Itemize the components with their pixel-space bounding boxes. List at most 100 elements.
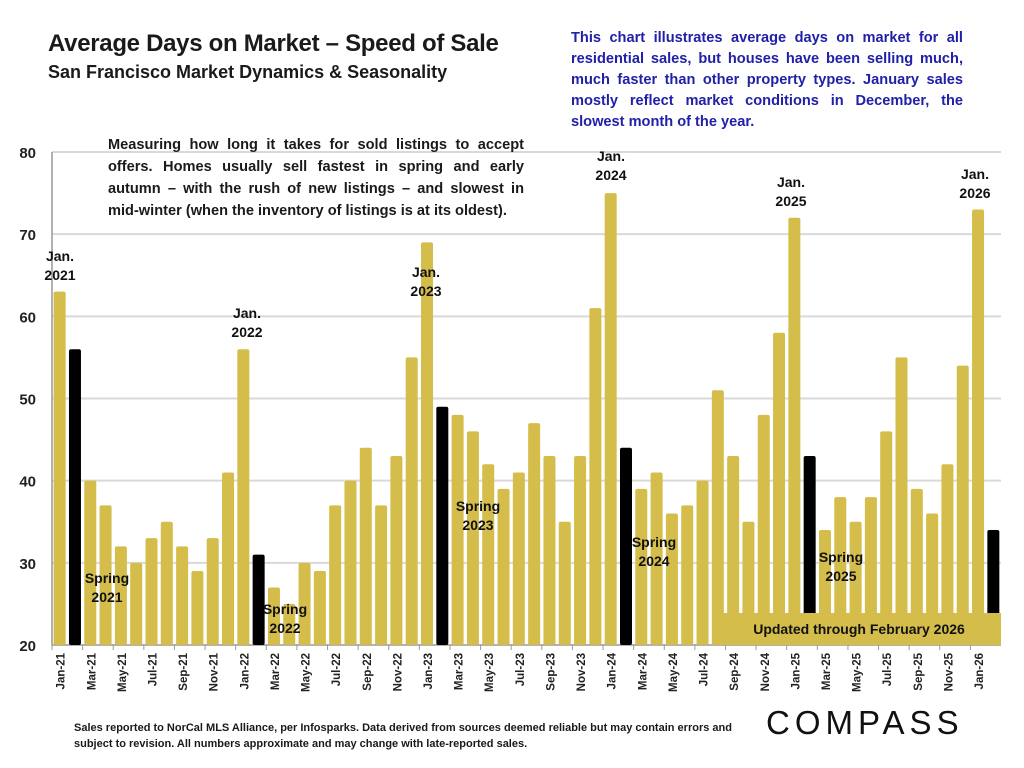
annotation-jan-2025: Jan. 2025: [775, 174, 807, 209]
bar-mar-23: [451, 414, 464, 645]
x-tick-label: Jul-25: [882, 652, 894, 686]
x-tick-label: Jan-26: [974, 653, 986, 689]
bar-feb-22: [252, 554, 265, 645]
annotation-spring-2023: Spring 2023: [455, 498, 501, 533]
bar-apr-21: [99, 505, 112, 645]
bar-may-23: [482, 464, 495, 645]
x-tick-label: Mar-21: [86, 652, 98, 690]
bar-aug-22: [344, 480, 357, 645]
y-tick-label: 70: [19, 227, 36, 244]
x-tick-label: Sep-23: [545, 653, 557, 691]
bar-jan-23: [421, 242, 434, 645]
updated-banner: Updated through February 2026: [717, 613, 1001, 645]
annotation-spring-2021: Spring 2021: [84, 570, 130, 605]
bar-apr-24: [650, 472, 663, 645]
x-tick-label: Jul-23: [515, 653, 527, 686]
bar-feb-24: [619, 447, 632, 645]
explanatory-note: This chart illustrates average days on m…: [571, 30, 963, 130]
bar-aug-24: [711, 390, 724, 645]
x-tick-label: Nov-25: [943, 652, 955, 691]
bar-sep-25: [910, 488, 923, 645]
x-tick-label: Mar-25: [821, 652, 833, 690]
x-tick-label: Jan-24: [607, 652, 619, 689]
bar-sep-22: [359, 447, 372, 645]
bar-oct-25: [926, 513, 939, 645]
x-tick-label: Nov-24: [760, 652, 772, 691]
bar-aug-25: [895, 357, 908, 645]
bar-may-24: [665, 513, 678, 645]
bar-oct-21: [191, 571, 204, 645]
bar-jul-23: [512, 472, 525, 645]
chart-title: Average Days on Market – Speed of Sale: [48, 30, 499, 57]
bar-dec-22: [405, 357, 418, 645]
bar-mar-22: [267, 587, 280, 645]
bar-dec-21: [222, 472, 235, 645]
bar-jan-24: [604, 193, 617, 646]
bar-oct-23: [558, 521, 571, 645]
bar-nov-22: [390, 456, 403, 645]
bar-jul-21: [145, 538, 158, 645]
source-footnote: Sales reported to NorCal MLS Alliance, p…: [74, 722, 732, 750]
x-tick-label: Mar-22: [270, 653, 282, 690]
x-tick-label: Nov-23: [576, 653, 588, 691]
x-tick-label: Nov-22: [392, 653, 404, 691]
annotation-spring-2022: Spring 2022: [262, 601, 308, 636]
bar-jun-23: [497, 488, 510, 645]
x-tick-label: Mar-23: [454, 653, 466, 690]
bar-feb-23: [436, 406, 449, 645]
annotation-jan-2023: Jan. 2023: [410, 264, 442, 299]
bar-jun-22: [313, 571, 326, 645]
bar-apr-23: [466, 431, 479, 645]
bar-aug-21: [160, 521, 173, 645]
annotation-jan-2022: Jan. 2022: [231, 305, 263, 340]
bar-jun-21: [130, 562, 143, 645]
compass-logo: COMPASS: [766, 704, 964, 741]
annotation-jan-2021: Jan. 2021: [44, 248, 76, 283]
x-tick-label: Jul-22: [331, 653, 343, 686]
x-tick-label: Jan-22: [239, 653, 251, 689]
bar-jun-24: [681, 505, 694, 645]
bar-may-22: [298, 562, 311, 645]
y-tick-label: 50: [19, 392, 36, 409]
bar-jan-25: [788, 217, 801, 645]
annotation-jan-2026: Jan. 2026: [959, 166, 991, 201]
x-tick-label: Jul-24: [699, 652, 711, 686]
x-tick-label: Jan-23: [423, 653, 435, 689]
y-tick-label: 30: [19, 556, 36, 573]
x-tick-label: Mar-24: [637, 652, 649, 690]
bar-mar-21: [84, 480, 97, 645]
bar-aug-23: [528, 423, 541, 645]
bar-sep-21: [176, 546, 189, 645]
bar-nov-25: [941, 464, 954, 645]
bar-jul-22: [329, 505, 342, 645]
x-tick-label: Jan-25: [790, 652, 802, 689]
x-tick-label: May-21: [117, 652, 129, 692]
bar-dec-25: [956, 365, 969, 645]
bar-feb-21: [68, 349, 81, 645]
x-tick-label: May-25: [852, 652, 864, 692]
y-tick-label: 20: [19, 638, 36, 655]
y-tick-label: 40: [19, 474, 36, 491]
chart-subtitle: San Francisco Market Dynamics & Seasonal…: [48, 62, 448, 82]
bar-dec-23: [589, 308, 602, 645]
bar-nov-23: [574, 456, 587, 645]
x-tick-label: May-23: [484, 653, 496, 692]
x-tick-label: Sep-24: [729, 652, 741, 690]
bar-jul-25: [880, 431, 893, 645]
bar-jun-25: [864, 497, 877, 645]
y-tick-label: 80: [19, 145, 36, 162]
x-tick-label: May-22: [301, 653, 313, 692]
bar-jan-22: [237, 349, 250, 645]
bar-apr-25: [834, 497, 847, 645]
bar-sep-24: [727, 456, 740, 645]
bar-sep-23: [543, 456, 556, 645]
annotation-spring-2024: Spring 2024: [631, 534, 677, 569]
y-tick-label: 60: [19, 309, 36, 326]
bar-oct-22: [375, 505, 388, 645]
bar-jan-21: [53, 291, 66, 645]
bar-nov-24: [757, 414, 770, 645]
annotation-jan-2024: Jan. 2024: [595, 148, 627, 183]
x-tick-label: Sep-25: [913, 652, 925, 690]
x-tick-label: Jul-21: [147, 652, 159, 686]
